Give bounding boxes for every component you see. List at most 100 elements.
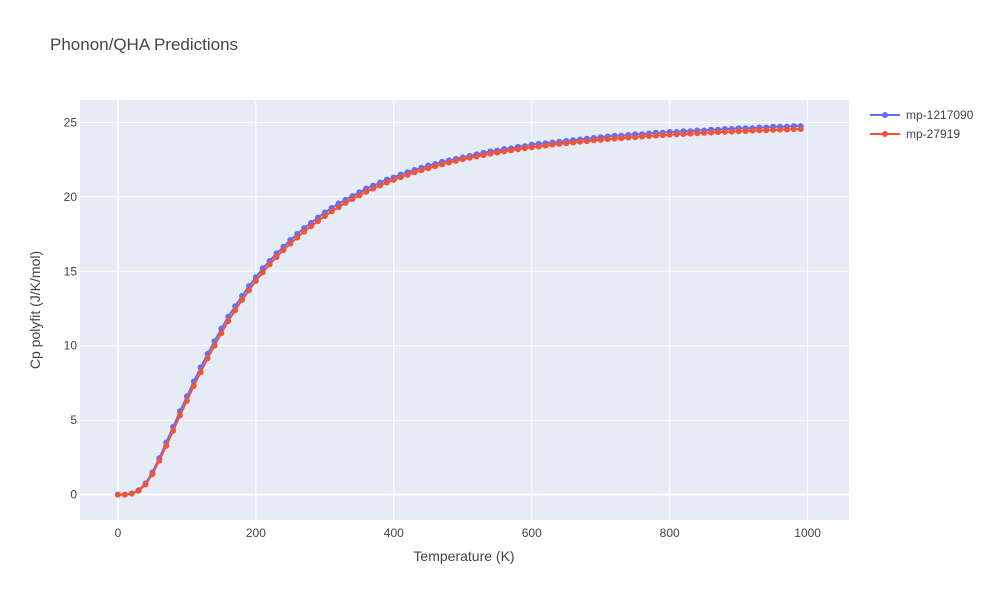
x-tick-label: 800 xyxy=(660,526,680,540)
data-point xyxy=(404,171,411,178)
data-point xyxy=(342,199,349,206)
data-point xyxy=(390,176,397,183)
legend-item-mp-27919[interactable]: mp-27919 xyxy=(870,127,960,141)
series-layer xyxy=(114,123,804,498)
data-point xyxy=(135,487,142,494)
data-point xyxy=(114,491,121,498)
data-point xyxy=(121,491,128,498)
data-point xyxy=(673,131,680,138)
legend-marker xyxy=(882,112,888,118)
data-point xyxy=(666,131,673,138)
data-point xyxy=(597,136,604,143)
data-point xyxy=(266,261,273,268)
data-point xyxy=(259,269,266,276)
data-point xyxy=(514,146,521,153)
data-point xyxy=(783,126,790,133)
data-point xyxy=(383,179,390,186)
x-tick-labels: 0 200 400 600 800 1000 xyxy=(115,526,822,540)
data-point xyxy=(721,128,728,135)
data-point xyxy=(239,296,246,303)
data-point xyxy=(549,141,556,148)
data-point xyxy=(211,342,218,349)
data-point xyxy=(363,188,370,195)
data-point xyxy=(590,137,597,144)
data-point xyxy=(501,148,508,155)
data-point xyxy=(177,412,184,419)
y-tick-label: 10 xyxy=(64,339,78,353)
data-point xyxy=(252,277,259,284)
data-point xyxy=(701,129,708,136)
data-point xyxy=(142,481,149,488)
data-point xyxy=(652,132,659,139)
data-point xyxy=(797,126,804,133)
data-point xyxy=(349,196,356,203)
data-point xyxy=(163,442,170,449)
data-point xyxy=(287,240,294,247)
data-point xyxy=(708,129,715,136)
legend-item-mp-1217090[interactable]: mp-1217090 xyxy=(870,108,974,122)
data-point xyxy=(397,174,404,181)
data-point xyxy=(439,161,446,168)
data-point xyxy=(245,287,252,294)
data-point xyxy=(356,192,363,199)
y-tick-label: 15 xyxy=(64,264,78,278)
data-point xyxy=(659,132,666,139)
data-point xyxy=(197,369,204,376)
data-point xyxy=(432,163,439,170)
data-point xyxy=(563,140,570,147)
data-point xyxy=(521,145,528,152)
series-mp-27919 xyxy=(114,126,804,498)
y-tick-labels: 0 5 10 15 20 25 xyxy=(64,115,78,501)
legend-label: mp-1217090 xyxy=(906,108,974,122)
data-point xyxy=(494,149,501,156)
data-point xyxy=(280,247,287,254)
data-point xyxy=(459,156,466,163)
data-point xyxy=(611,135,618,142)
data-point xyxy=(308,223,315,230)
data-point xyxy=(577,138,584,145)
data-point xyxy=(556,140,563,147)
series-line xyxy=(117,128,801,496)
data-point xyxy=(273,253,280,260)
x-tick-label: 0 xyxy=(115,526,122,540)
data-point xyxy=(370,185,377,192)
legend-marker xyxy=(882,131,888,137)
data-point xyxy=(232,307,239,314)
x-axis-title: Temperature (K) xyxy=(413,548,514,564)
data-point xyxy=(735,128,742,135)
data-point xyxy=(770,126,777,133)
x-tick-label: 400 xyxy=(384,526,404,540)
data-point xyxy=(487,150,494,157)
x-tick-label: 600 xyxy=(522,526,542,540)
data-point xyxy=(473,153,480,160)
data-point xyxy=(190,382,197,389)
data-point xyxy=(694,130,701,137)
data-point xyxy=(777,126,784,133)
data-point xyxy=(418,167,425,174)
data-point xyxy=(204,355,211,362)
data-point xyxy=(149,471,156,478)
data-point xyxy=(749,127,756,134)
y-axis-title: Cp polyfit (J/K/mol) xyxy=(27,251,43,369)
chart-title: Phonon/QHA Predictions xyxy=(50,35,238,54)
data-point xyxy=(790,126,797,133)
data-point xyxy=(335,204,342,211)
data-point xyxy=(183,397,190,404)
data-point xyxy=(411,169,418,176)
data-point xyxy=(508,147,515,154)
data-point xyxy=(156,457,163,464)
data-point xyxy=(425,165,432,172)
legend-label: mp-27919 xyxy=(906,127,960,141)
data-point xyxy=(528,144,535,151)
data-point xyxy=(687,130,694,137)
data-point xyxy=(218,330,225,337)
legend[interactable]: mp-1217090 mp-27919 xyxy=(870,108,974,141)
data-point xyxy=(714,129,721,136)
data-point xyxy=(583,138,590,145)
data-point xyxy=(314,218,321,225)
data-point xyxy=(480,152,487,159)
y-tick-label: 5 xyxy=(70,413,77,427)
y-tick-label: 20 xyxy=(64,190,78,204)
data-point xyxy=(128,490,135,497)
